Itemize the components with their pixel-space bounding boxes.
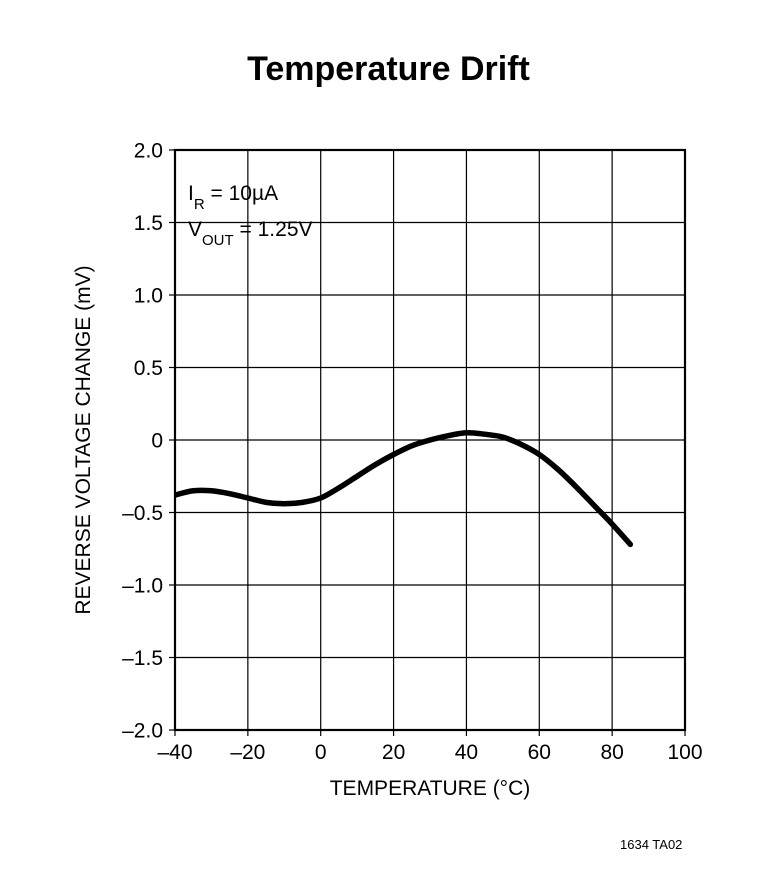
x-tick-label: –20: [230, 741, 265, 764]
y-tick-label: –2.0: [122, 719, 163, 742]
x-tick-label: 0: [315, 741, 327, 764]
y-tick-label: 0.5: [134, 357, 163, 380]
y-tick-label: 0: [151, 429, 163, 452]
annotation-ir: IR = 10µA: [188, 182, 278, 213]
x-tick-label: 20: [382, 741, 405, 764]
y-tick-label: –0.5: [122, 502, 163, 525]
y-axis-title: REVERSE VOLTAGE CHANGE (mV): [72, 265, 95, 614]
chart-title: Temperature Drift: [0, 50, 777, 89]
y-tick-label: –1.5: [122, 647, 163, 670]
figure-code: 1634 TA02: [620, 837, 682, 852]
x-tick-label: 40: [455, 741, 478, 764]
x-axis-title: TEMPERATURE (°C): [330, 777, 531, 800]
x-tick-label: 60: [528, 741, 551, 764]
y-tick-label: 2.0: [134, 139, 163, 162]
data-series: [175, 433, 630, 545]
y-tick-label: 1.5: [134, 212, 163, 235]
chart-area: –40 –20 0 20 40 60 80 100 –2.0 –1.5 –1.0 –0.5 0 0.5 1.…: [60, 120, 720, 840]
x-tick-label: 100: [667, 741, 702, 764]
y-tick-label: 1.0: [134, 284, 163, 307]
series-line: [175, 433, 630, 545]
x-tick-label: –40: [157, 741, 192, 764]
y-tick-label: –1.0: [122, 574, 163, 597]
chart-annotations: IR = 10µAVOUT = 1.25V: [188, 182, 313, 249]
x-tick-label: 80: [600, 741, 623, 764]
